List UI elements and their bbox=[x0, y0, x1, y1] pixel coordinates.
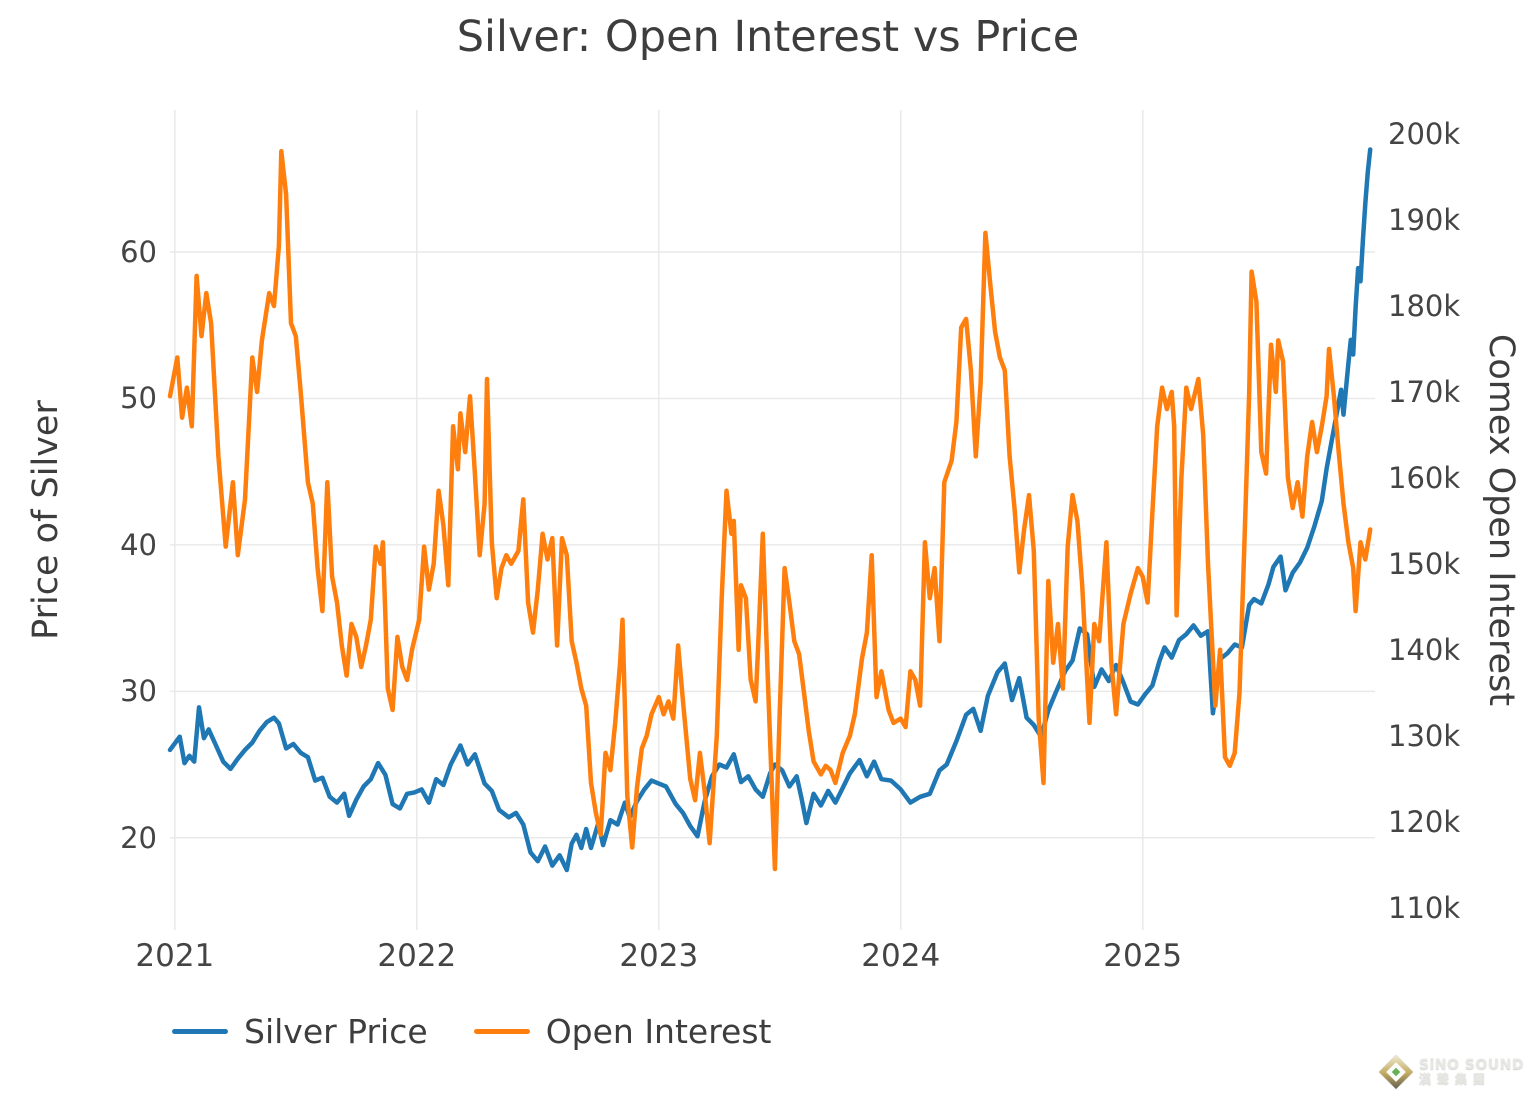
y-right-tick-label: 130k bbox=[1388, 718, 1461, 753]
series-line-silver-price[interactable] bbox=[167, 147, 1373, 873]
y-left-tick-label: 40 bbox=[120, 527, 157, 562]
legend-label: Open Interest bbox=[545, 1012, 772, 1051]
y-right-tick-label: 200k bbox=[1388, 117, 1461, 152]
series-lines bbox=[167, 147, 1373, 873]
diamond-logo-icon bbox=[1378, 1055, 1413, 1089]
y-right-tick-label: 120k bbox=[1388, 804, 1461, 839]
series-line-open-interest[interactable] bbox=[167, 149, 1373, 872]
silver-price-line-swatch bbox=[172, 1029, 228, 1034]
legend-label: Silver Price bbox=[244, 1012, 428, 1051]
x-tick-label: 2024 bbox=[861, 938, 941, 974]
y-left-axis-title: Price of Silver bbox=[26, 400, 66, 640]
y-right-tick-label: 140k bbox=[1388, 632, 1461, 667]
watermark-brand-cn-text: 漢聲集團 bbox=[1418, 1072, 1491, 1087]
x-tick-label: 2022 bbox=[377, 938, 457, 974]
chart-title: Silver: Open Interest vs Price bbox=[456, 12, 1080, 62]
y-right-tick-label: 170k bbox=[1388, 374, 1461, 409]
legend-item-silver-price[interactable]: Silver Price bbox=[172, 1012, 428, 1051]
y-right-tick-label: 110k bbox=[1388, 890, 1461, 925]
watermark-brand-text: SiNO SOUND bbox=[1418, 1056, 1524, 1073]
y-left-tick-label: 30 bbox=[120, 674, 157, 709]
x-tick-label: 2021 bbox=[135, 938, 215, 974]
y-right-tick-label: 190k bbox=[1388, 203, 1461, 238]
x-tick-label: 2025 bbox=[1103, 938, 1183, 974]
brand-watermark: SiNO SOUND 漢聲集團 bbox=[1378, 1055, 1524, 1089]
y-right-tick-label: 160k bbox=[1388, 460, 1461, 495]
legend-item-open-interest[interactable]: Open Interest bbox=[473, 1012, 772, 1051]
y-left-tick-label: 60 bbox=[120, 235, 157, 270]
y-right-axis-title: Comex Open Interest bbox=[1481, 333, 1521, 707]
y-left-tick-label: 20 bbox=[120, 820, 157, 855]
y-right-tick-label: 180k bbox=[1388, 288, 1461, 323]
x-tick-label: 2023 bbox=[619, 938, 699, 974]
chart-legend: Silver Price Open Interest bbox=[172, 1012, 771, 1051]
y-left-tick-label: 50 bbox=[120, 381, 157, 416]
y-right-tick-label: 150k bbox=[1388, 546, 1461, 581]
open-interest-line-swatch bbox=[473, 1029, 530, 1034]
